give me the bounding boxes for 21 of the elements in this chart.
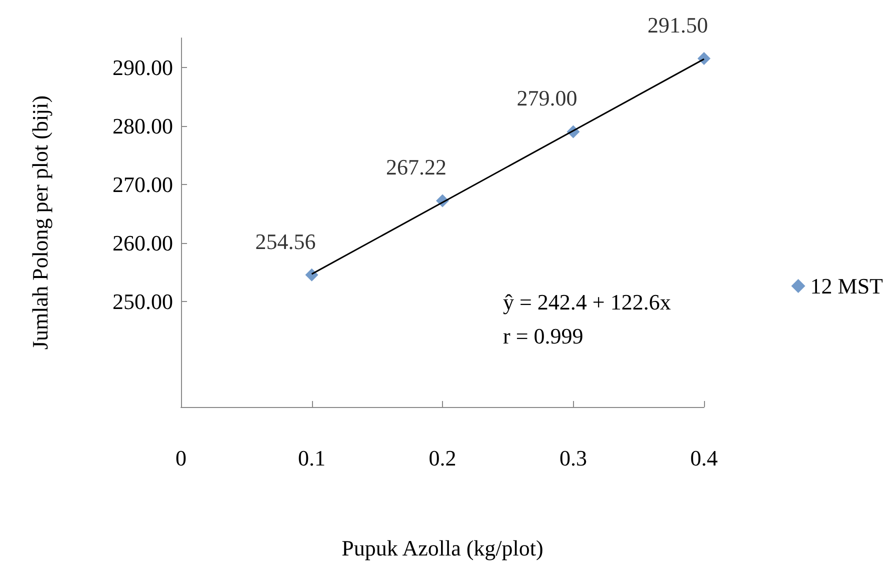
y-tick-label: 290.00 — [112, 54, 173, 80]
legend-label: 12 MST — [810, 274, 884, 298]
annotation: ŷ = 242.4 + 122.6x — [502, 290, 671, 314]
data-label: 267.22 — [386, 154, 446, 180]
x-tick-label: 0.4 — [690, 446, 718, 470]
point — [305, 268, 318, 282]
x-tick-label: 0 — [176, 446, 186, 470]
y-tick-label: 280.00 — [112, 113, 173, 138]
annotation: r = 0.999 — [503, 324, 584, 348]
point — [698, 52, 710, 65]
x-tick-label: 0.3 — [560, 446, 587, 470]
data-label: 279.00 — [516, 86, 578, 111]
y-tick-label: 260.00 — [112, 230, 173, 256]
y-axis-title: Jumlah Polong per plot (biji) — [28, 95, 52, 350]
data-label: 254.56 — [255, 228, 316, 254]
y-tick-label: 250.00 — [112, 289, 173, 314]
x-tick-label: 0.1 — [298, 446, 326, 470]
x-axis-title: Pupuk Azolla (kg/plot) — [342, 536, 544, 560]
y-tick-label: 270.00 — [112, 172, 173, 197]
data-label: 291.50 — [648, 12, 708, 38]
x-tick-label: 0.2 — [428, 446, 456, 470]
